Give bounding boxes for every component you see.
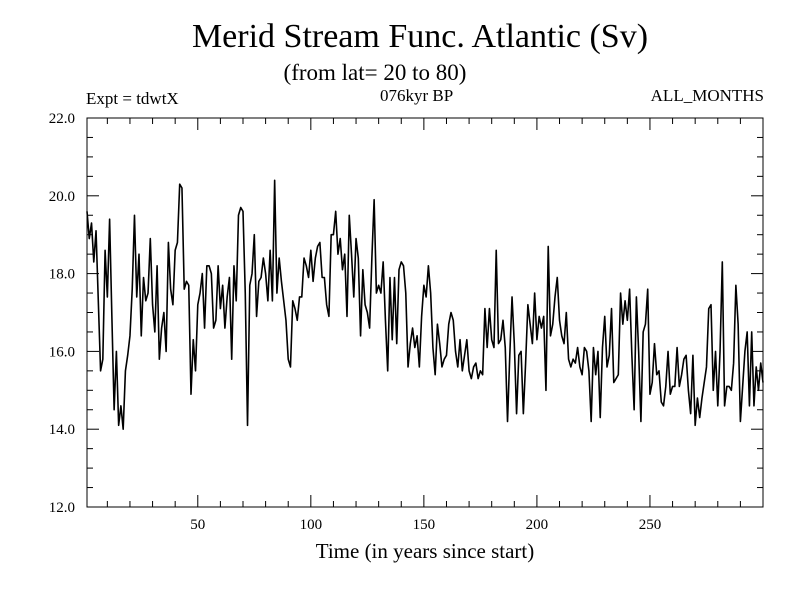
x-axis-label: Time (in years since start)	[315, 539, 535, 563]
months-label: ALL_MONTHS	[650, 86, 764, 105]
plot-frame	[86, 117, 764, 508]
period-label: 076kyr BP	[380, 86, 454, 105]
y-tick-label: 18.0	[49, 267, 75, 283]
chart-title: Merid Stream Func. Atlantic (Sv)	[191, 18, 649, 55]
x-tick-label: 200	[526, 517, 549, 533]
x-tick-label: 250	[639, 517, 662, 533]
y-tick-label: 22.0	[49, 111, 75, 127]
chart-subtitle: (from lat= 20 to 80)	[283, 60, 467, 85]
series-line-merid-stream	[86, 179, 764, 430]
x-tick-label: 100	[300, 517, 323, 533]
x-tick-label: 150	[413, 517, 436, 533]
x-tick-label: 50	[190, 517, 205, 533]
y-tick-label: 20.0	[49, 189, 75, 205]
y-tick-label: 16.0	[49, 344, 75, 360]
y-tick-label: 12.0	[49, 500, 75, 516]
y-tick-label: 14.0	[49, 422, 75, 438]
experiment-label: Expt = tdwtX	[86, 89, 179, 108]
